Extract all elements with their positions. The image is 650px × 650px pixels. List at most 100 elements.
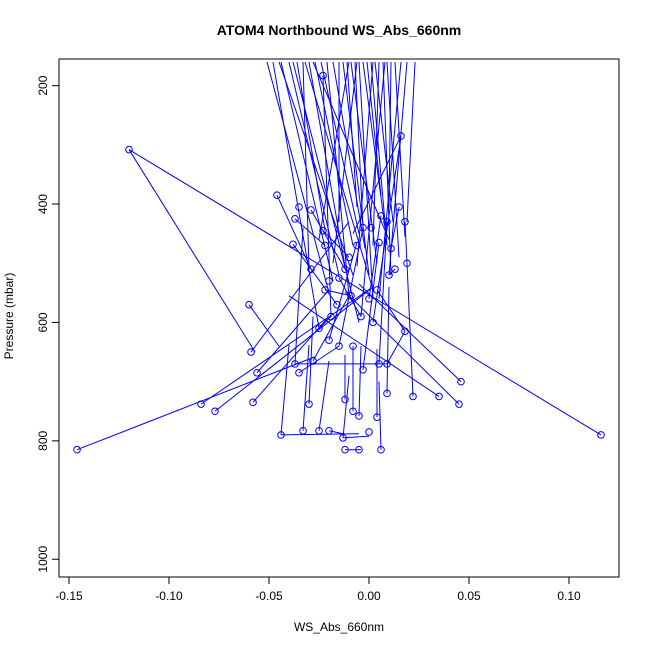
data-point: [295, 368, 303, 377]
data-point: [455, 400, 463, 408]
data-line-segment: [304, 61, 374, 291]
data-point: [365, 294, 373, 303]
data-point: [395, 203, 403, 211]
data-point: [345, 253, 353, 262]
data-point: [321, 286, 329, 294]
x-tick-label: -0.05: [255, 589, 283, 603]
data-line-segment: [272, 61, 320, 329]
data-point: [307, 206, 315, 214]
data-point: [341, 445, 349, 454]
data-point: [359, 223, 367, 232]
data-point: [375, 238, 383, 247]
data-point: [253, 368, 261, 377]
data-point: [299, 426, 307, 435]
data-line-segment: [278, 61, 354, 276]
data-point: [385, 271, 393, 279]
data-line-segment: [292, 244, 338, 305]
data-line-segment: [388, 61, 408, 276]
data-line-segment: [406, 61, 416, 222]
data-point: [357, 312, 365, 321]
x-axis-label: WS_Abs_660nm: [294, 620, 384, 634]
data-point: [321, 241, 329, 250]
chart-title: ATOM4 Northbound WS_Abs_660nm: [217, 22, 462, 38]
data-line-segment: [382, 61, 392, 276]
data-point: [325, 336, 333, 345]
data-line-segment: [376, 289, 406, 332]
data-point: [211, 407, 219, 416]
data-point: [383, 218, 391, 226]
data-line-segment: [338, 227, 364, 347]
data-point: [291, 360, 299, 368]
data-line-segment: [308, 316, 314, 405]
data-point: [335, 274, 343, 282]
data-point: [309, 357, 317, 365]
data-point: [247, 348, 255, 356]
data-line-segment: [318, 316, 332, 329]
data-line-segment: [252, 316, 330, 403]
y-axis-label: Pressure (mbar): [2, 273, 16, 360]
data-point: [349, 407, 357, 416]
x-axis: -0.15 -0.10 -0.05 0.00 0.05 0.10: [55, 576, 581, 603]
data-point: [597, 431, 605, 439]
data-line-segment: [326, 61, 350, 296]
data-line-segment: [302, 61, 310, 270]
data-line-segment: [328, 430, 344, 435]
data-point: [315, 324, 323, 333]
data-point: [291, 215, 299, 223]
data-line-segment: [378, 221, 388, 364]
y-tick-label: 1000: [36, 546, 50, 573]
data-points: [73, 71, 605, 454]
data-point: [403, 259, 411, 268]
data-line-segment: [342, 435, 370, 439]
data-line-segment: [76, 356, 316, 451]
data-line-segment: [280, 61, 334, 282]
x-tick-label: 0.00: [357, 589, 381, 603]
data-point: [347, 292, 355, 300]
data-point: [325, 426, 333, 435]
data-point: [341, 395, 349, 404]
data-line-segment: [354, 61, 364, 228]
data-line-segment: [288, 295, 440, 397]
data-point: [387, 244, 395, 253]
data-point: [383, 389, 391, 398]
data-line-segment: [386, 61, 400, 258]
data-line-segment: [406, 263, 414, 397]
data-line-segment: [312, 295, 350, 362]
y-tick-label: 400: [36, 194, 50, 214]
data-point: [325, 277, 333, 285]
data-line-segment: [368, 215, 382, 299]
data-point: [353, 241, 361, 250]
data-line-segment: [296, 61, 326, 231]
x-tick-label: -0.15: [55, 589, 83, 603]
data-point: [307, 265, 315, 273]
data-line-segment: [292, 61, 360, 323]
data-line-segment: [318, 61, 350, 240]
data-line-segment: [346, 61, 358, 208]
data-line-segment: [358, 61, 374, 299]
data-line-segment: [294, 227, 304, 364]
data-point: [365, 428, 373, 436]
data-line-segment: [338, 277, 362, 317]
data-point: [383, 360, 391, 368]
data-line-segment: [356, 61, 374, 267]
x-tick-label: 0.05: [457, 589, 481, 603]
data-line-segment: [214, 286, 374, 412]
y-tick-label: 200: [36, 75, 50, 95]
data-point: [409, 392, 417, 401]
data-line-segment: [298, 345, 340, 374]
data-point: [435, 392, 443, 401]
data-line-segment: [280, 344, 290, 435]
x-tick-label: 0.10: [557, 589, 581, 603]
data-line-segment: [302, 344, 310, 431]
data-line-segment: [294, 218, 326, 246]
data-line-segment: [276, 194, 312, 270]
data-point: [197, 400, 205, 408]
data-point: [377, 212, 385, 220]
data-point: [401, 218, 409, 226]
y-axis: 200 400 600 800 1000: [36, 75, 60, 573]
data-line-segment: [288, 61, 340, 276]
data-line-segment: [128, 149, 256, 353]
data-line-segment: [366, 61, 382, 196]
data-point: [319, 71, 327, 80]
data-point: [391, 265, 399, 273]
